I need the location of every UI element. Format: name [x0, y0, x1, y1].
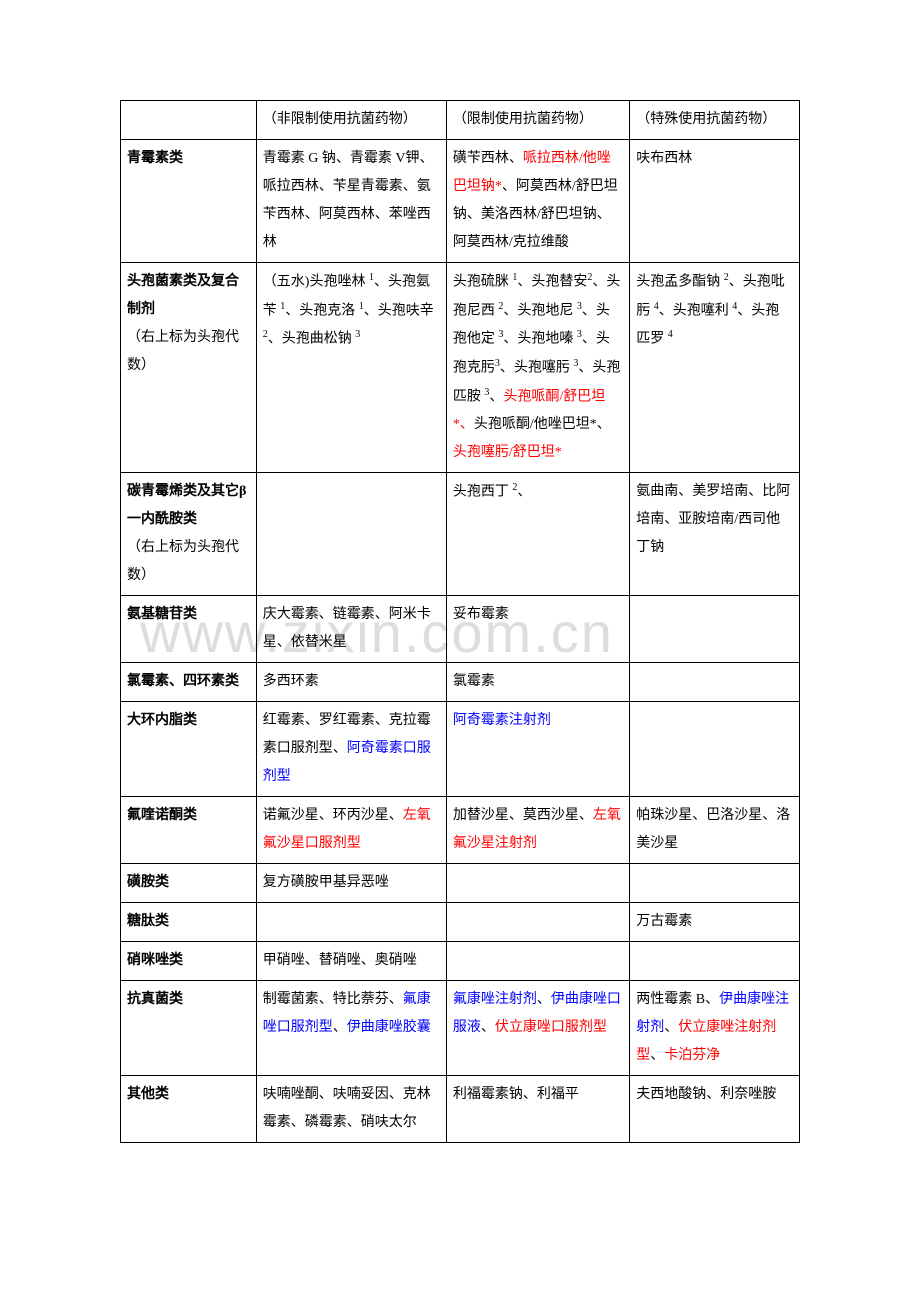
restricted-cell: 阿奇霉素注射剂	[446, 702, 629, 797]
category-cell: 氨基糖苷类	[121, 596, 257, 663]
unrestricted-cell: 庆大霉素、链霉素、阿米卡星、依替米星	[256, 596, 446, 663]
special-cell	[630, 663, 800, 702]
unrestricted-cell: 复方磺胺甲基异恶唑	[256, 864, 446, 903]
category-cell: 磺胺类	[121, 864, 257, 903]
special-cell	[630, 596, 800, 663]
unrestricted-cell: 多西环素	[256, 663, 446, 702]
category-cell: 氯霉素、四环素类	[121, 663, 257, 702]
category-cell: 碳青霉烯类及其它β一内酰胺类（右上标为头孢代数）	[121, 473, 257, 596]
table-row: 氨基糖苷类庆大霉素、链霉素、阿米卡星、依替米星妥布霉素	[121, 596, 800, 663]
category-cell: 其他类	[121, 1076, 257, 1143]
table-row: 青霉素类青霉素 G 钠、青霉素 V钾、哌拉西林、苄星青霉素、氨苄西林、阿莫西林、…	[121, 140, 800, 263]
restricted-cell: 氯霉素	[446, 663, 629, 702]
unrestricted-cell: 甲硝唑、替硝唑、奥硝唑	[256, 942, 446, 981]
header-col3: （特殊使用抗菌药物）	[630, 101, 800, 140]
restricted-cell: 头孢硫脒 1、头孢替安2、头孢尼西 2、头孢地尼 3、头孢他定 3、头孢地嗪 3…	[446, 263, 629, 473]
category-cell: 头孢菌素类及复合制剂（右上标为头孢代数）	[121, 263, 257, 473]
category-cell: 糖肽类	[121, 903, 257, 942]
table-row: 氟喹诺酮类诺氟沙星、环丙沙星、左氧氟沙星口服剂型加替沙星、莫西沙星、左氧氟沙星注…	[121, 797, 800, 864]
unrestricted-cell: 青霉素 G 钠、青霉素 V钾、哌拉西林、苄星青霉素、氨苄西林、阿莫西林、苯唑西林	[256, 140, 446, 263]
table-row: 硝咪唑类甲硝唑、替硝唑、奥硝唑	[121, 942, 800, 981]
restricted-cell	[446, 864, 629, 903]
special-cell: 头孢孟多酯钠 2、头孢吡肟 4、头孢噻利 4、头孢匹罗 4	[630, 263, 800, 473]
special-cell	[630, 702, 800, 797]
special-cell: 呋布西林	[630, 140, 800, 263]
table-row: 大环内脂类红霉素、罗红霉素、克拉霉素口服剂型、阿奇霉素口服剂型阿奇霉素注射剂	[121, 702, 800, 797]
table-row: 头孢菌素类及复合制剂（右上标为头孢代数）（五水)头孢唑林 1、头孢氨苄 1、头孢…	[121, 263, 800, 473]
special-cell: 氨曲南、美罗培南、比阿培南、亚胺培南/西司他丁钠	[630, 473, 800, 596]
table-row: 碳青霉烯类及其它β一内酰胺类（右上标为头孢代数） 头孢西丁 2、氨曲南、美罗培南、…	[121, 473, 800, 596]
restricted-cell	[446, 903, 629, 942]
special-cell	[630, 864, 800, 903]
table-row: 磺胺类复方磺胺甲基异恶唑	[121, 864, 800, 903]
unrestricted-cell: （五水)头孢唑林 1、头孢氨苄 1、头孢克洛 1、头孢呋辛 2、头孢曲松钠 3	[256, 263, 446, 473]
restricted-cell: 头孢西丁 2、	[446, 473, 629, 596]
restricted-cell: 妥布霉素	[446, 596, 629, 663]
restricted-cell: 磺苄西林、哌拉西林/他唑巴坦钠*、阿莫西林/舒巴坦钠、美洛西林/舒巴坦钠、阿莫西…	[446, 140, 629, 263]
antibiotics-table: （非限制使用抗菌药物） （限制使用抗菌药物） （特殊使用抗菌药物） 青霉素类青霉…	[120, 100, 800, 1143]
restricted-cell: 氟康唑注射剂、伊曲康唑口服液、伏立康唑口服剂型	[446, 981, 629, 1076]
special-cell: 夫西地酸钠、利奈唑胺	[630, 1076, 800, 1143]
unrestricted-cell	[256, 473, 446, 596]
unrestricted-cell	[256, 903, 446, 942]
special-cell: 帕珠沙星、巴洛沙星、洛美沙星	[630, 797, 800, 864]
header-col1: （非限制使用抗菌药物）	[256, 101, 446, 140]
category-cell: 大环内脂类	[121, 702, 257, 797]
restricted-cell: 利福霉素钠、利福平	[446, 1076, 629, 1143]
header-col2: （限制使用抗菌药物）	[446, 101, 629, 140]
category-cell: 抗真菌类	[121, 981, 257, 1076]
unrestricted-cell: 红霉素、罗红霉素、克拉霉素口服剂型、阿奇霉素口服剂型	[256, 702, 446, 797]
category-cell: 青霉素类	[121, 140, 257, 263]
header-row: （非限制使用抗菌药物） （限制使用抗菌药物） （特殊使用抗菌药物）	[121, 101, 800, 140]
unrestricted-cell: 诺氟沙星、环丙沙星、左氧氟沙星口服剂型	[256, 797, 446, 864]
category-cell: 氟喹诺酮类	[121, 797, 257, 864]
special-cell: 两性霉素 B、伊曲康唑注射剂、伏立康唑注射剂型、卡泊芬净	[630, 981, 800, 1076]
special-cell	[630, 942, 800, 981]
category-cell: 硝咪唑类	[121, 942, 257, 981]
special-cell: 万古霉素	[630, 903, 800, 942]
restricted-cell: 加替沙星、莫西沙星、左氧氟沙星注射剂	[446, 797, 629, 864]
table-row: 抗真菌类制霉菌素、特比萘芬、氟康唑口服剂型、伊曲康唑胶囊氟康唑注射剂、伊曲康唑口…	[121, 981, 800, 1076]
unrestricted-cell: 制霉菌素、特比萘芬、氟康唑口服剂型、伊曲康唑胶囊	[256, 981, 446, 1076]
table-row: 氯霉素、四环素类多西环素氯霉素	[121, 663, 800, 702]
unrestricted-cell: 呋喃唑酮、呋喃妥因、克林霉素、磷霉素、硝呋太尔	[256, 1076, 446, 1143]
restricted-cell	[446, 942, 629, 981]
table-row: 糖肽类 万古霉素	[121, 903, 800, 942]
table-row: 其他类呋喃唑酮、呋喃妥因、克林霉素、磷霉素、硝呋太尔利福霉素钠、利福平夫西地酸钠…	[121, 1076, 800, 1143]
header-empty	[121, 101, 257, 140]
